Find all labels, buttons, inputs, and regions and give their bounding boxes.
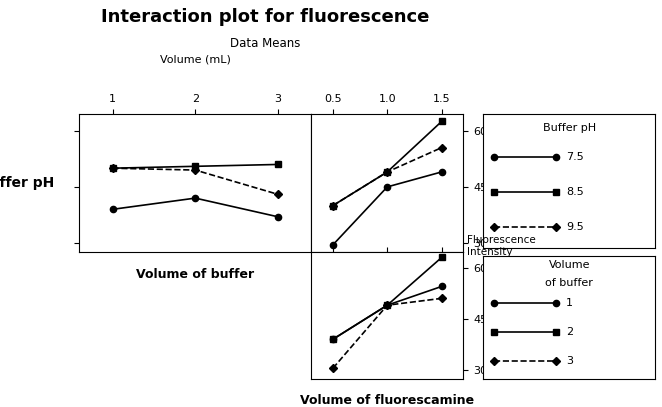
Text: 1: 1 — [566, 298, 573, 308]
Text: 8.5: 8.5 — [566, 187, 584, 197]
Text: 2: 2 — [566, 327, 573, 337]
Text: Buffer pH: Buffer pH — [0, 176, 54, 190]
Text: Data Means: Data Means — [230, 37, 300, 50]
Text: Buffer pH: Buffer pH — [543, 123, 596, 133]
Text: of buffer: of buffer — [545, 278, 593, 289]
Text: Volume: Volume — [549, 260, 590, 270]
Text: Fluorescence
Intensity: Fluorescence Intensity — [467, 235, 536, 257]
Text: Volume of buffer: Volume of buffer — [136, 268, 254, 281]
Text: 3: 3 — [566, 357, 573, 366]
Text: Volume of fluorescamine: Volume of fluorescamine — [300, 394, 475, 407]
Text: Interaction plot for fluorescence: Interaction plot for fluorescence — [101, 8, 429, 26]
Text: 9.5: 9.5 — [566, 222, 584, 232]
Text: Volume (mL): Volume (mL) — [160, 54, 231, 64]
Text: 7.5: 7.5 — [566, 152, 584, 162]
